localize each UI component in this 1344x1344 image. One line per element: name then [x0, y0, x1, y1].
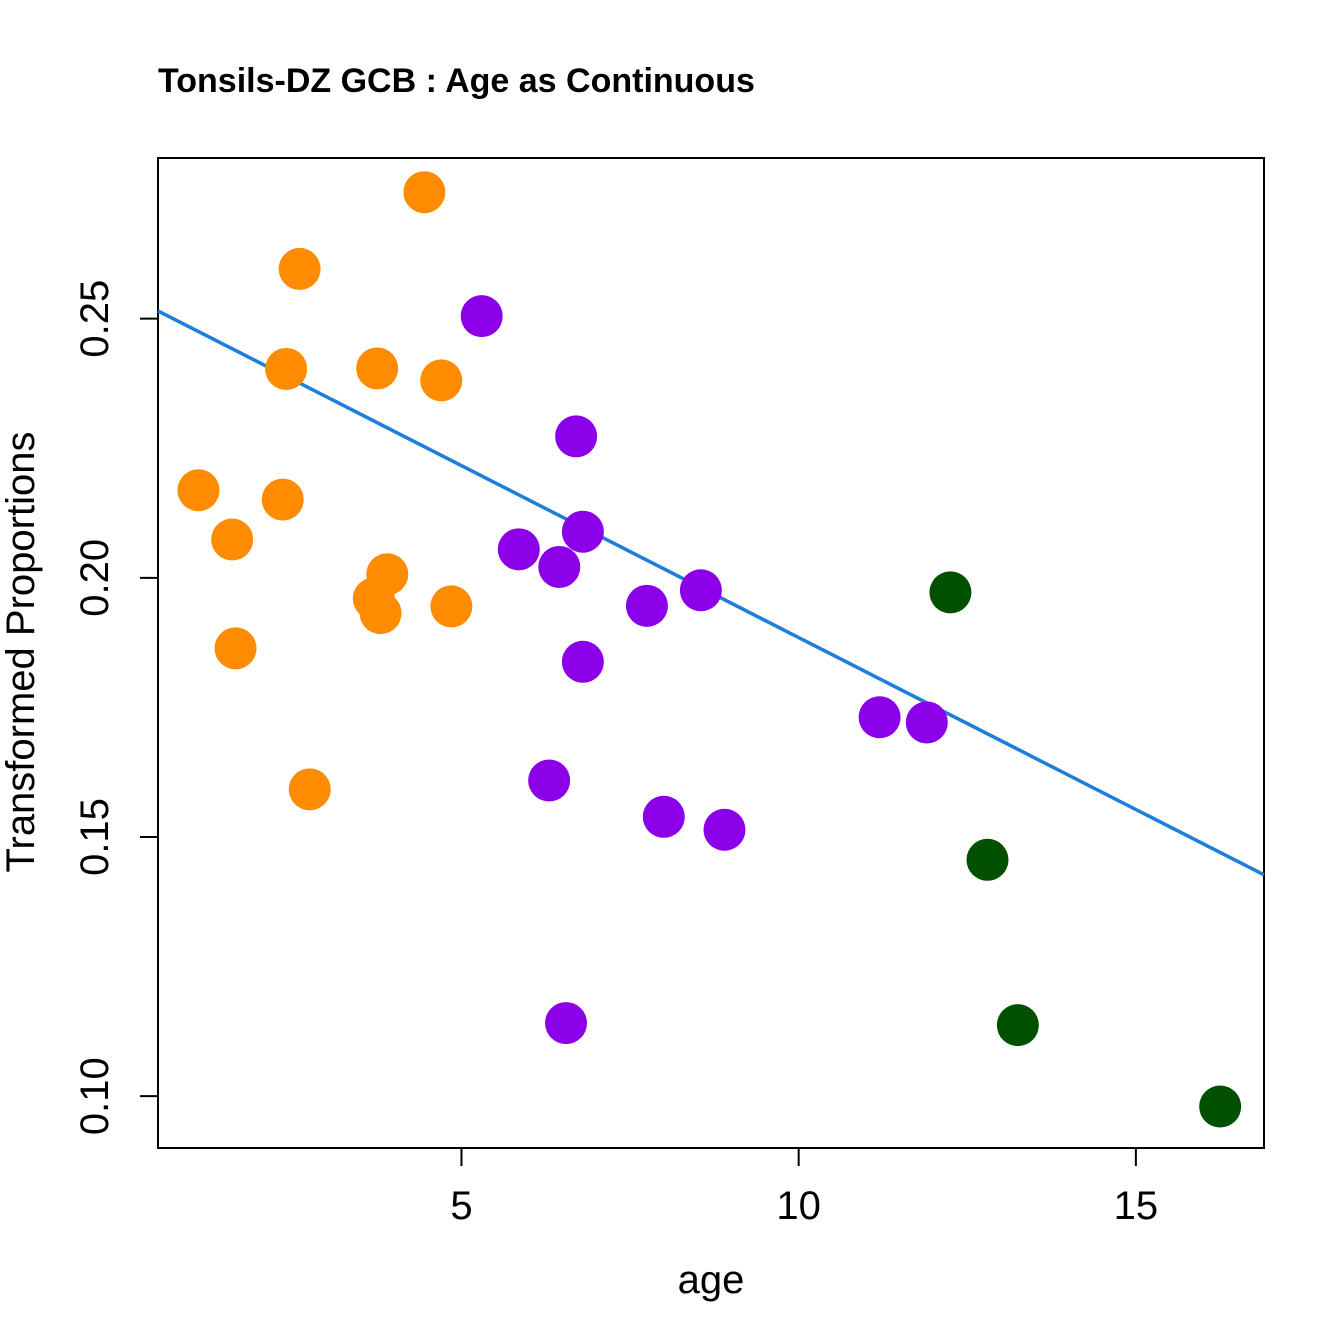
data-point-green — [929, 571, 972, 614]
data-point-purple — [703, 808, 746, 851]
data-point-green — [996, 1004, 1039, 1047]
data-point-purple — [555, 415, 598, 458]
x-axis-label: age — [678, 1258, 745, 1302]
data-point-purple — [905, 701, 948, 744]
x-tick-label: 5 — [450, 1184, 472, 1228]
y-axis-label: Transformed Proportions — [0, 432, 43, 873]
y-tick-label: 0.15 — [73, 798, 117, 876]
data-point-purple — [497, 528, 540, 571]
data-point-purple — [625, 584, 668, 627]
data-point-orange — [420, 359, 463, 402]
data-point-purple — [460, 295, 503, 338]
y-tick-label: 0.25 — [73, 280, 117, 358]
data-point-orange — [261, 478, 304, 521]
y-tick-label: 0.20 — [73, 539, 117, 617]
data-point-orange — [265, 347, 308, 390]
y-axis: 0.10 0.15 0.20 0.25 — [73, 280, 159, 1135]
y-tick-label: 0.10 — [73, 1057, 117, 1135]
data-point-green — [1199, 1085, 1242, 1128]
data-point-orange — [359, 592, 402, 635]
points-layer — [177, 171, 1242, 1128]
data-point-purple — [679, 569, 722, 612]
data-point-orange — [177, 469, 220, 512]
plot-frame — [157, 157, 1265, 1149]
x-axis: 5 10 15 — [450, 1147, 1159, 1228]
data-point-purple — [561, 640, 604, 683]
data-point-purple — [528, 759, 571, 802]
data-point-orange — [214, 627, 257, 670]
chart-title: Tonsils-DZ GCB : Age as Continuous — [158, 62, 755, 100]
data-point-orange — [278, 247, 321, 290]
data-point-orange — [356, 347, 399, 390]
data-point-orange — [403, 171, 446, 214]
data-point-purple — [642, 795, 685, 838]
data-point-purple — [545, 1002, 588, 1045]
data-point-purple — [538, 545, 581, 588]
data-point-green — [966, 838, 1009, 881]
data-point-orange — [288, 768, 331, 811]
x-tick-label: 15 — [1114, 1184, 1159, 1228]
data-point-orange — [211, 518, 254, 561]
data-point-orange — [430, 585, 473, 628]
x-tick-label: 10 — [776, 1184, 821, 1228]
data-point-purple — [858, 696, 901, 739]
data-point-purple — [561, 510, 604, 553]
